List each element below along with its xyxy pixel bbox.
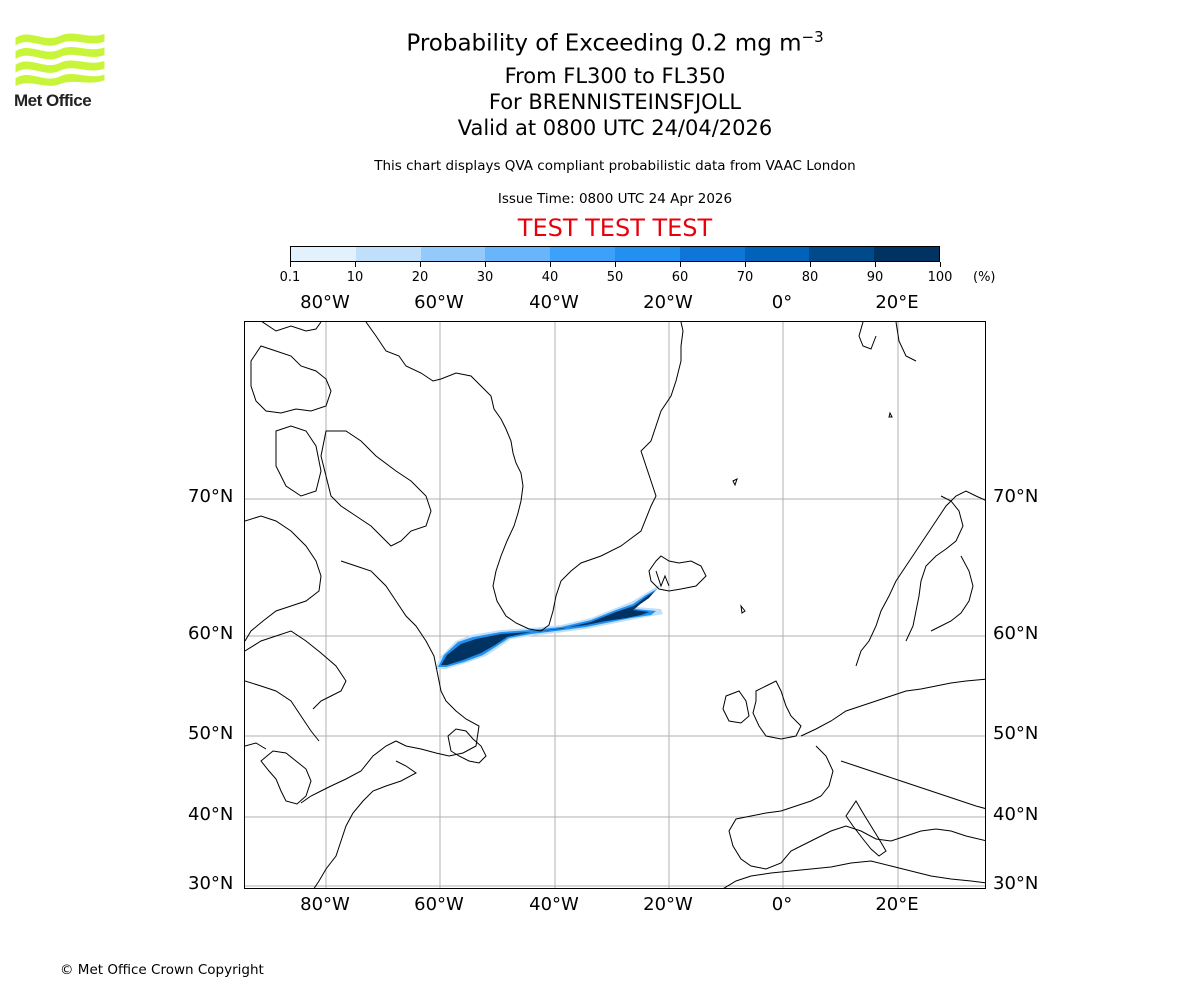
colorbar-swatch xyxy=(420,247,486,261)
colorbar-tick-label: 80 xyxy=(801,270,819,285)
longitude-label: 40°W xyxy=(529,292,579,313)
longitude-label: 80°W xyxy=(300,894,350,915)
met-office-logo-text: Met Office xyxy=(14,91,92,110)
colorbar-tick xyxy=(940,262,941,267)
colorbar-tick xyxy=(290,262,291,267)
colorbar-tick xyxy=(420,262,421,267)
latitude-label: 30°N xyxy=(993,873,1039,894)
colorbar-tick xyxy=(810,262,811,267)
title-text: Probability of Exceeding 0.2 mg m xyxy=(406,30,802,57)
copyright: © Met Office Crown Copyright xyxy=(60,962,264,978)
chart-description: This chart displays QVA compliant probab… xyxy=(374,158,856,174)
colorbar-swatch xyxy=(744,247,810,261)
colorbar-tick-label: 40 xyxy=(541,270,559,285)
latitude-label: 70°N xyxy=(188,486,234,507)
title-superscript: −3 xyxy=(801,28,824,46)
longitude-label: 0° xyxy=(771,292,793,313)
latitude-label: 60°N xyxy=(993,623,1039,644)
latitude-label: 40°N xyxy=(993,804,1039,825)
flight-levels: From FL300 to FL350 xyxy=(504,64,726,88)
volcano-name: For BRENNISTEINSFJOLL xyxy=(488,90,742,114)
longitude-label: 60°W xyxy=(414,894,464,915)
longitude-label: 20°E xyxy=(875,894,919,915)
latitude-label: 60°N xyxy=(188,623,234,644)
colorbar-tick-label: 0.1 xyxy=(279,270,301,285)
colorbar-tick xyxy=(745,262,746,267)
colorbar-tick xyxy=(485,262,486,267)
colorbar-tick-label: 90 xyxy=(866,270,884,285)
met-office-waves-icon xyxy=(15,33,105,87)
valid-time: Valid at 0800 UTC 24/04/2026 xyxy=(457,116,773,140)
latitude-label: 70°N xyxy=(993,486,1039,507)
colorbar-swatch xyxy=(614,247,680,261)
colorbar-unit: (%) xyxy=(973,270,996,285)
latitude-label: 50°N xyxy=(993,723,1039,744)
colorbar-swatch xyxy=(291,247,356,261)
colorbar-tick-label: 50 xyxy=(606,270,624,285)
longitude-label: 60°W xyxy=(414,292,464,313)
longitude-label: 20°W xyxy=(643,894,693,915)
longitude-label: 40°W xyxy=(529,894,579,915)
map-panel xyxy=(244,321,986,889)
latitude-label: 50°N xyxy=(188,723,234,744)
longitude-label: 20°E xyxy=(875,292,919,313)
colorbar-tick-label: 20 xyxy=(411,270,429,285)
colorbar-swatch xyxy=(679,247,745,261)
issue-time: Issue Time: 0800 UTC 24 Apr 2026 xyxy=(497,191,733,207)
test-banner: TEST TEST TEST xyxy=(517,214,713,242)
graticule xyxy=(245,322,985,888)
latitude-label: 30°N xyxy=(188,873,234,894)
longitude-label: 80°W xyxy=(300,292,350,313)
colorbar-tick-label: 70 xyxy=(736,270,754,285)
colorbar-tick xyxy=(550,262,551,267)
colorbar-swatch xyxy=(550,247,615,261)
colorbar-tick xyxy=(680,262,681,267)
colorbar-tick xyxy=(615,262,616,267)
colorbar-swatch xyxy=(809,247,875,261)
map-canvas xyxy=(245,322,985,888)
colorbar-tick xyxy=(355,262,356,267)
coastlines xyxy=(245,322,985,888)
colorbar-swatch xyxy=(485,247,551,261)
ash-plume xyxy=(435,584,663,669)
colorbar-swatch xyxy=(355,247,421,261)
colorbar-tick-label: 10 xyxy=(346,270,364,285)
longitude-label: 20°W xyxy=(643,292,693,313)
colorbar-tick-label: 100 xyxy=(927,270,953,285)
colorbar-tick xyxy=(875,262,876,267)
latitude-label: 40°N xyxy=(188,804,234,825)
colorbar xyxy=(290,246,940,262)
colorbar-swatch xyxy=(874,247,939,261)
longitude-label: 0° xyxy=(771,894,793,915)
colorbar-tick-label: 30 xyxy=(476,270,494,285)
chart-title: Probability of Exceeding 0.2 mg m−3 xyxy=(0,28,1200,57)
colorbar-tick-label: 60 xyxy=(671,270,689,285)
